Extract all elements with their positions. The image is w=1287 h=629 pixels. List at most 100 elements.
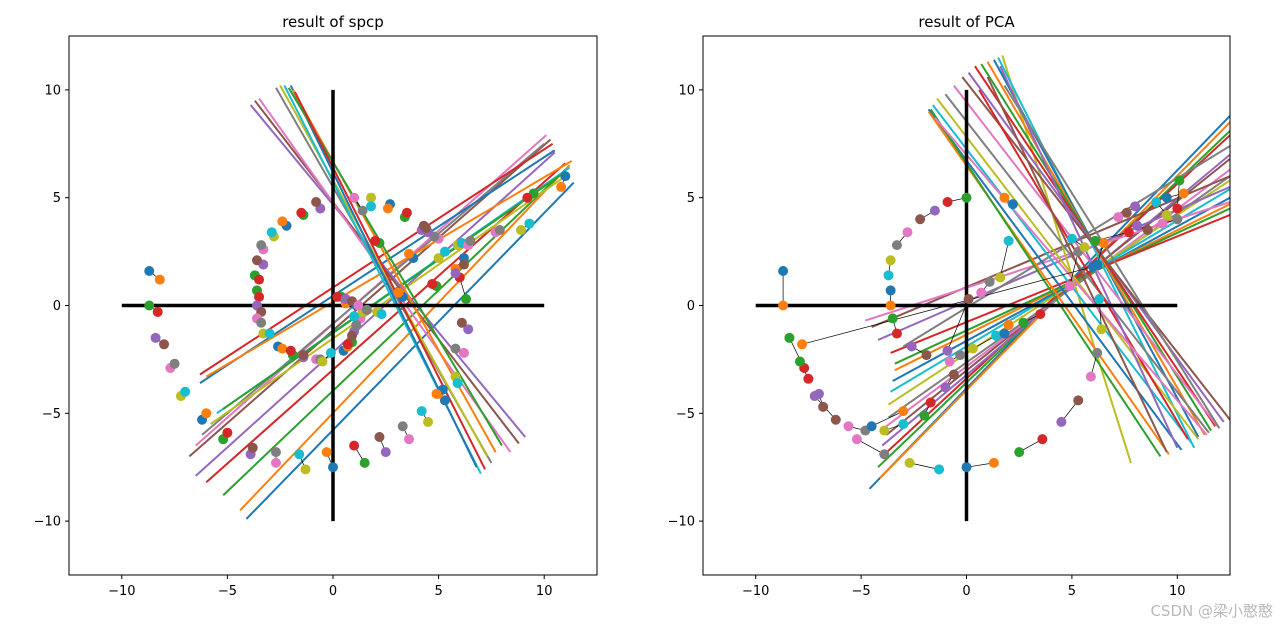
right-scatter-point — [940, 382, 951, 393]
left-scatter-point — [397, 421, 408, 432]
right-scatter-point — [778, 266, 789, 277]
right-scatter-point — [803, 373, 814, 384]
right-scatter-point — [984, 276, 995, 287]
right-scatter-point — [843, 421, 854, 432]
right-scatter-point — [902, 227, 913, 238]
right-scatter-point — [995, 272, 1006, 283]
left-scatter-point — [366, 192, 377, 203]
right-reference-axes — [755, 89, 1178, 522]
right-scatter-point — [1064, 281, 1075, 292]
right-scatter-point — [929, 205, 940, 216]
right-scatter-point — [879, 449, 890, 460]
left-scatter-points — [144, 171, 571, 475]
right-scatter-points — [778, 175, 1189, 475]
right-scatter-point — [906, 341, 917, 352]
left-component-line-8 — [209, 175, 566, 425]
left-scatter-point — [359, 457, 370, 468]
left-scatter-point — [393, 287, 404, 298]
right-x-tick-label: −5 — [852, 584, 871, 599]
left-scatter-point — [463, 324, 474, 335]
right-x-tick-label: 5 — [1068, 584, 1076, 599]
right-scatter-point — [919, 410, 930, 421]
left-scatter-point — [144, 266, 155, 277]
left-scatter-point — [317, 356, 328, 367]
left-scatter-point — [439, 395, 450, 406]
left-chart-title: result of spcp — [282, 13, 384, 31]
left-scatter-point — [556, 181, 567, 192]
right-x-tick-label: −10 — [742, 584, 769, 599]
left-scatter-point — [351, 319, 362, 330]
left-scatter-point — [222, 427, 233, 438]
left-scatter-point — [300, 464, 311, 475]
watermark-text: CSDN @梁小憨憨 — [1150, 602, 1273, 620]
left-scatter-point — [404, 434, 415, 445]
left-scatter-point — [458, 347, 469, 358]
left-scatter-point — [427, 278, 438, 289]
right-plot-area — [755, 55, 1230, 522]
right-scatter-point — [1079, 242, 1090, 253]
left-scatter-point — [321, 447, 332, 458]
right-scatter-point — [1092, 347, 1103, 358]
left-scatter-point — [450, 268, 461, 279]
right-scatter-point — [1066, 233, 1077, 244]
left-tick-group: −10 −5 0 5 10 −10 −5 0 5 10 — [34, 83, 553, 599]
right-component-line-31 — [927, 110, 1170, 455]
left-y-tick-label: −5 — [42, 407, 61, 422]
left-axes-frame — [68, 35, 598, 576]
right-scatter-point — [885, 255, 896, 266]
right-y-tick-label: −10 — [668, 515, 695, 530]
right-component-line-36 — [934, 117, 1208, 436]
left-scatter-point — [439, 246, 450, 257]
right-projection-segment-24 — [999, 240, 1010, 278]
left-scatter-point — [254, 274, 265, 285]
left-scatter-point — [264, 328, 275, 339]
right-component-line-25 — [961, 76, 1230, 421]
right-component-line-13 — [890, 214, 1230, 354]
right-scatter-point — [1018, 317, 1029, 328]
right-panel-pca: result of PCA −10 −5 0 5 10 −10 −5 0 5 10 — [668, 13, 1231, 599]
right-scatter-point — [955, 350, 966, 361]
right-scatter-point — [1094, 294, 1105, 305]
right-component-line-35 — [986, 76, 1168, 453]
right-scatter-point — [1123, 227, 1134, 238]
right-scatter-point — [991, 330, 1002, 341]
left-component-line-3 — [205, 162, 566, 484]
left-scatter-point — [180, 386, 191, 397]
left-scatter-point — [401, 207, 412, 218]
right-scatter-point — [794, 356, 805, 367]
right-scatter-point — [883, 270, 894, 281]
right-scatter-point — [1121, 207, 1132, 218]
right-scatter-point — [1178, 188, 1189, 199]
left-scatter-point — [423, 416, 434, 427]
right-scatter-point — [999, 328, 1010, 339]
right-scatter-point — [887, 313, 898, 324]
left-scatter-point — [347, 330, 358, 341]
left-y-tick-label: 5 — [53, 191, 61, 206]
left-scatter-point — [332, 291, 343, 302]
left-scatter-point — [256, 240, 267, 251]
right-scatter-point — [1157, 218, 1168, 229]
right-y-tick-label: 0 — [687, 299, 695, 314]
right-component-line-32 — [929, 108, 1162, 457]
left-scatter-point — [328, 462, 338, 473]
right-projection-segment-3 — [856, 438, 885, 455]
left-scatter-point — [256, 317, 267, 328]
right-scatter-point — [1161, 209, 1172, 220]
left-scatter-point — [270, 457, 281, 468]
left-scatter-point — [458, 259, 469, 270]
left-scatter-point — [144, 300, 155, 311]
left-scatter-point — [494, 225, 505, 236]
right-scatter-point — [885, 285, 896, 296]
left-scatter-point — [380, 447, 391, 458]
right-scatter-point — [948, 369, 959, 380]
right-x-tick-label: 10 — [1169, 584, 1186, 599]
right-scatter-point — [1003, 235, 1014, 246]
left-reference-axes — [121, 89, 545, 522]
left-scatter-point — [349, 192, 360, 203]
right-scatter-point — [818, 401, 829, 412]
left-scatter-point — [353, 300, 364, 311]
left-component-line-15 — [254, 100, 520, 445]
left-scatter-point — [465, 235, 476, 246]
left-scatter-point — [522, 192, 533, 203]
